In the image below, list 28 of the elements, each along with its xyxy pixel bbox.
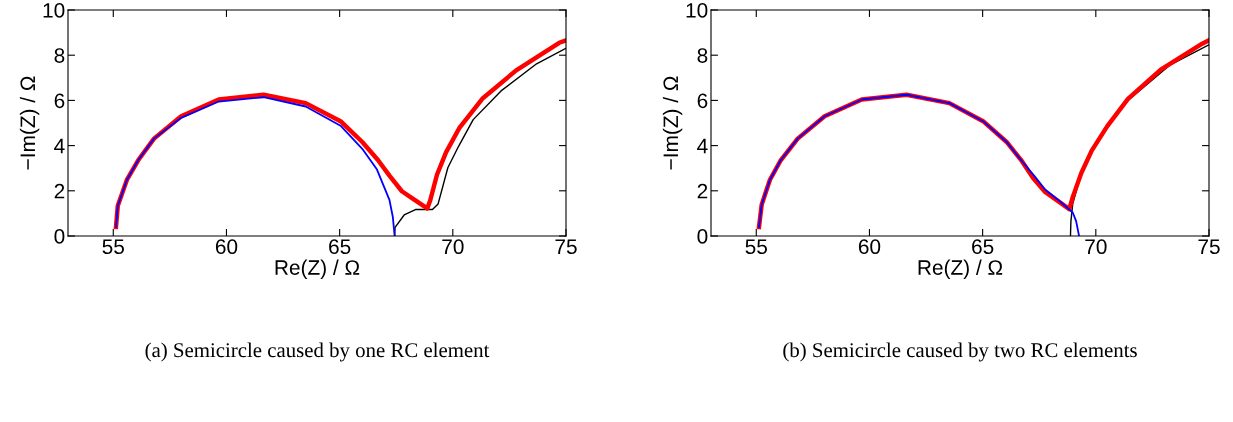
x-tick-label: 55 [102,239,124,255]
y-tick-label: 4 [54,138,65,154]
y-tick-label: 10 [43,3,65,18]
x-tick-label: 75 [1198,239,1220,255]
y-tick-label: 8 [697,48,708,63]
x-tick-label: 70 [1085,239,1107,255]
x-tick-label: 65 [972,239,994,255]
x-tick-label: 60 [858,239,881,255]
x-tick-label: 65 [329,239,351,255]
x-axis-title: Re(Z) / Ω [275,259,360,279]
y-tick-label: 10 [686,3,708,18]
y-tick-label: 8 [54,48,65,63]
text: (b) Semicircle caused by two RC elements [783,342,1137,362]
y-axis-title: −Im(Z) / Ω [662,76,683,170]
x-tick-label: 75 [555,239,577,255]
y-tick-label: 2 [54,183,65,199]
y-tick-label: 0 [697,229,708,244]
x-tick-label: 55 [745,239,767,255]
y-tick-label: 4 [697,138,708,154]
x-axis-title: Re(Z) / Ω [918,259,1003,279]
y-axis-title: −Im(Z) / Ω [19,76,40,170]
x-tick-label: 60 [215,239,238,255]
y-tick-label: 0 [54,229,65,244]
y-tick-label: 2 [697,183,708,199]
y-tick-label: 6 [697,93,708,109]
x-tick-label: 70 [442,239,464,255]
text: (a) Semicircle caused by one RC element [145,342,490,362]
y-tick-label: 6 [54,93,65,109]
